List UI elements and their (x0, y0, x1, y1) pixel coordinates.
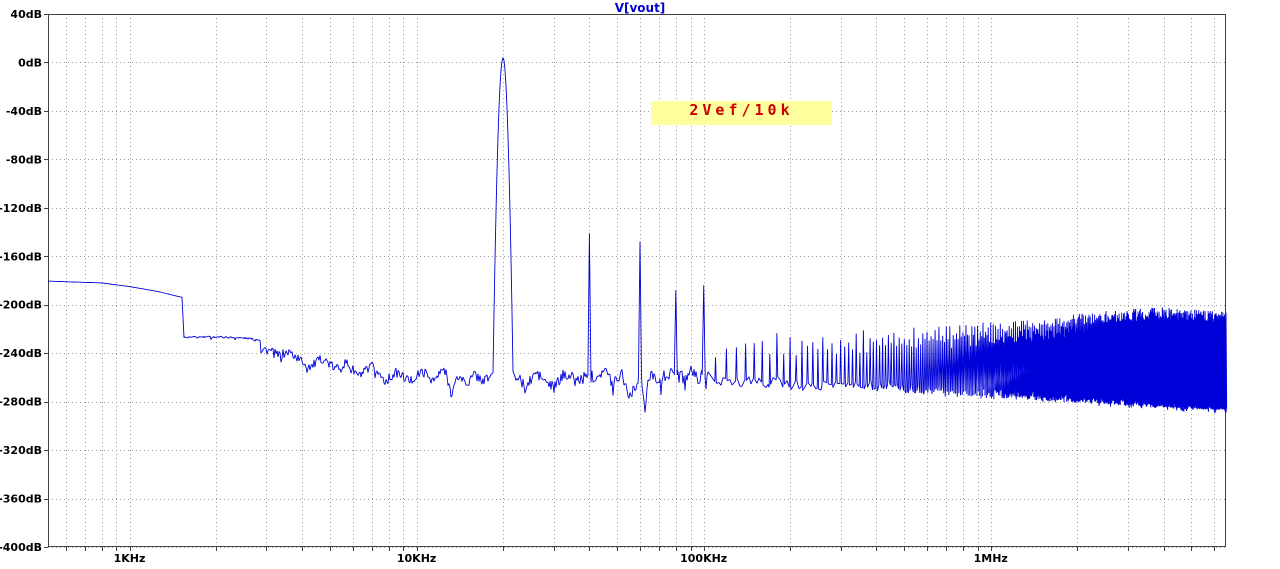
y-axis-tick-label: 40dB (10, 8, 42, 21)
annotation-label[interactable]: 2Vef/10k (651, 101, 832, 125)
x-axis-tick-label: 100KHz (680, 552, 727, 565)
x-axis-tick-label: 1KHz (114, 552, 146, 565)
y-axis-tick-label: -160dB (0, 250, 42, 263)
y-axis-tick-label: -360dB (0, 493, 42, 506)
y-axis-tick-label: -400dB (0, 541, 42, 554)
vout-trace[interactable] (47, 57, 1228, 413)
y-axis-tick-label: -40dB (6, 105, 42, 118)
x-axis-tick-label: 10KHz (397, 552, 436, 565)
plot-border (48, 14, 1226, 547)
y-axis-tick-label: -240dB (0, 347, 42, 360)
y-axis-tick-label: -120dB (0, 202, 42, 215)
y-axis-tick-label: 0dB (18, 56, 42, 69)
plot-title: V[vout] (614, 1, 666, 15)
y-axis-tick-label: -280dB (0, 396, 42, 409)
y-axis-tick-label: -80dB (6, 153, 42, 166)
y-axis-tick-label: -320dB (0, 444, 42, 457)
x-axis-tick-label: 1MHz (974, 552, 1008, 565)
y-axis-tick-label: -200dB (0, 299, 42, 312)
